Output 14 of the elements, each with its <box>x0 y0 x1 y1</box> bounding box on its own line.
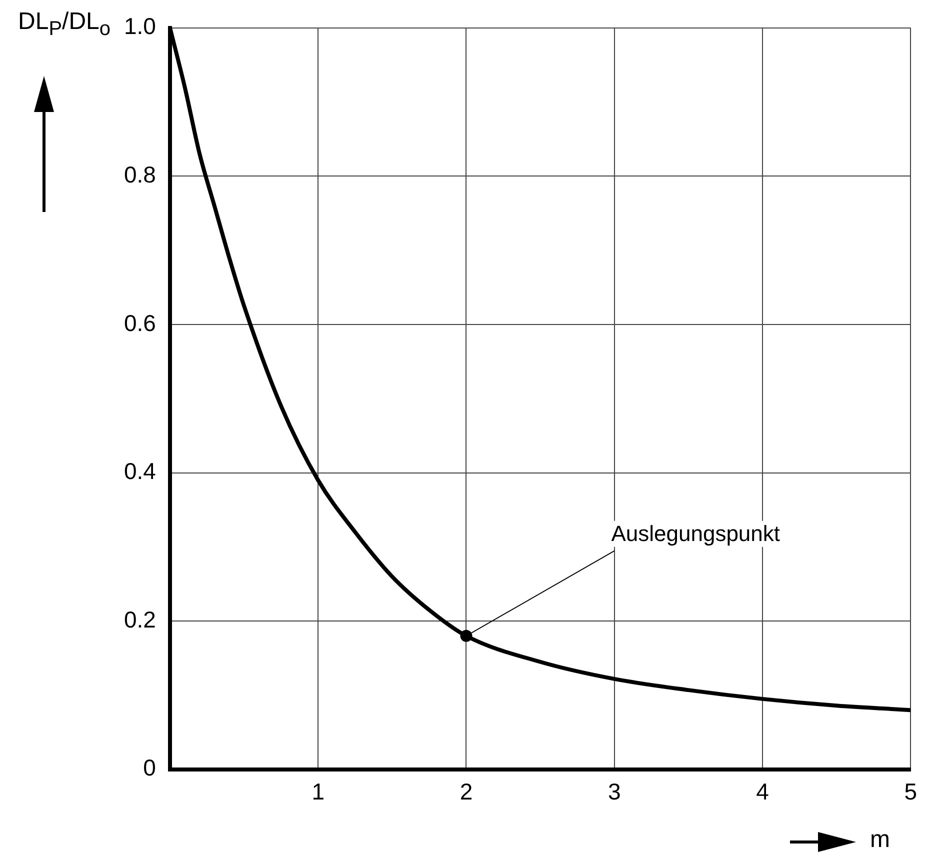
x-axis-title: m <box>870 826 890 854</box>
x-tick-label: 4 <box>756 778 770 805</box>
y-tick-label: 0.2 <box>124 606 156 632</box>
y-tick-label: 0.4 <box>124 458 156 484</box>
annotation: Auslegungspunkt <box>611 520 780 546</box>
y-tick-label: 0 <box>143 754 156 781</box>
x-tick-label: 3 <box>608 778 621 805</box>
x-tick-label: 5 <box>904 778 918 805</box>
y-tick-label: 0.8 <box>124 161 156 188</box>
x-tick-label: 2 <box>460 778 473 805</box>
x-tick-label: 1 <box>312 778 324 805</box>
y-tick-label: 0.6 <box>124 310 156 336</box>
y-axis-title: DL$_{P}$/DL$_{o}$ <box>18 8 111 41</box>
y-tick-label: 1.0 <box>124 13 156 40</box>
